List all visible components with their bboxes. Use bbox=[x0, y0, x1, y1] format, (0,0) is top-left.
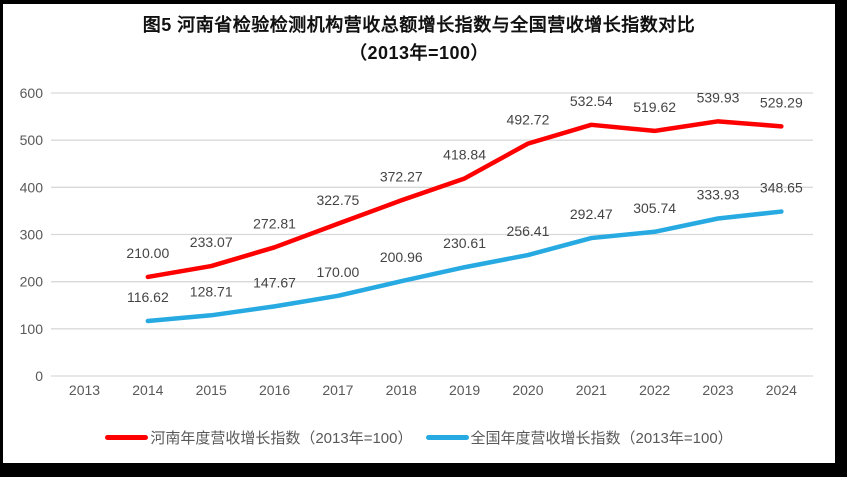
legend-label-national: 全国年度营收增长指数（2013年=100） bbox=[470, 430, 733, 447]
svg-text:418.84: 418.84 bbox=[443, 146, 486, 162]
svg-text:256.41: 256.41 bbox=[507, 223, 550, 239]
svg-text:292.47: 292.47 bbox=[570, 206, 613, 222]
svg-text:519.62: 519.62 bbox=[633, 99, 676, 115]
svg-text:492.72: 492.72 bbox=[507, 112, 550, 128]
svg-text:0: 0 bbox=[35, 368, 43, 384]
svg-text:210.00: 210.00 bbox=[126, 245, 169, 261]
svg-text:400: 400 bbox=[20, 179, 44, 195]
chart-title-line2: （2013年=100） bbox=[348, 43, 490, 63]
line-chart-plot: 0 100 200 300 400 500 600 2013 2014 2015 2016 2017 2… bbox=[20, 85, 813, 398]
svg-text:2023: 2023 bbox=[702, 382, 733, 398]
svg-text:272.81: 272.81 bbox=[253, 215, 296, 231]
svg-text:200.96: 200.96 bbox=[380, 249, 423, 265]
svg-text:2016: 2016 bbox=[259, 382, 290, 398]
svg-text:539.93: 539.93 bbox=[697, 89, 740, 105]
svg-text:2019: 2019 bbox=[449, 382, 480, 398]
svg-text:2017: 2017 bbox=[322, 382, 353, 398]
svg-text:532.54: 532.54 bbox=[570, 93, 613, 109]
svg-text:170.00: 170.00 bbox=[316, 264, 359, 280]
svg-text:305.74: 305.74 bbox=[633, 200, 676, 216]
svg-text:333.93: 333.93 bbox=[697, 186, 740, 202]
svg-text:230.61: 230.61 bbox=[443, 235, 486, 251]
svg-text:116.62: 116.62 bbox=[127, 289, 169, 305]
chart-panel: 0 100 200 300 400 500 600 2013 2014 2015 2016 2017 2… bbox=[3, 4, 835, 463]
legend-swatch-national-icon bbox=[425, 435, 469, 440]
svg-text:2014: 2014 bbox=[132, 382, 163, 398]
chart-title-line1: 图5 河南省检验检测机构营收总额增长指数与全国营收增长指数对比 bbox=[142, 15, 696, 35]
chart-title: 图5 河南省检验检测机构营收总额增长指数与全国营收增长指数对比 （2013年=1… bbox=[3, 11, 835, 67]
svg-text:2020: 2020 bbox=[512, 382, 543, 398]
svg-text:529.29: 529.29 bbox=[760, 94, 803, 110]
svg-text:2022: 2022 bbox=[639, 382, 670, 398]
legend-item-henan: 河南年度营收增长指数（2013年=100） bbox=[105, 427, 413, 448]
svg-text:200: 200 bbox=[20, 274, 44, 290]
svg-text:128.71: 128.71 bbox=[190, 283, 233, 299]
svg-text:2024: 2024 bbox=[766, 382, 797, 398]
svg-text:2015: 2015 bbox=[196, 382, 227, 398]
legend: 河南年度营收增长指数（2013年=100） 全国年度营收增长指数（2013年=1… bbox=[3, 427, 835, 448]
svg-text:300: 300 bbox=[20, 227, 44, 243]
svg-text:2021: 2021 bbox=[576, 382, 607, 398]
svg-text:500: 500 bbox=[20, 132, 44, 148]
svg-text:147.67: 147.67 bbox=[253, 274, 296, 290]
svg-text:2018: 2018 bbox=[386, 382, 417, 398]
legend-item-national: 全国年度营收增长指数（2013年=100） bbox=[425, 427, 733, 448]
svg-text:348.65: 348.65 bbox=[760, 180, 803, 196]
svg-text:372.27: 372.27 bbox=[380, 168, 423, 184]
legend-swatch-henan-icon bbox=[105, 435, 149, 440]
svg-text:100: 100 bbox=[20, 321, 44, 337]
svg-text:322.75: 322.75 bbox=[316, 192, 359, 208]
svg-text:600: 600 bbox=[20, 85, 44, 101]
svg-text:2013: 2013 bbox=[69, 382, 100, 398]
svg-text:233.07: 233.07 bbox=[190, 234, 233, 250]
legend-label-henan: 河南年度营收增长指数（2013年=100） bbox=[150, 430, 413, 447]
